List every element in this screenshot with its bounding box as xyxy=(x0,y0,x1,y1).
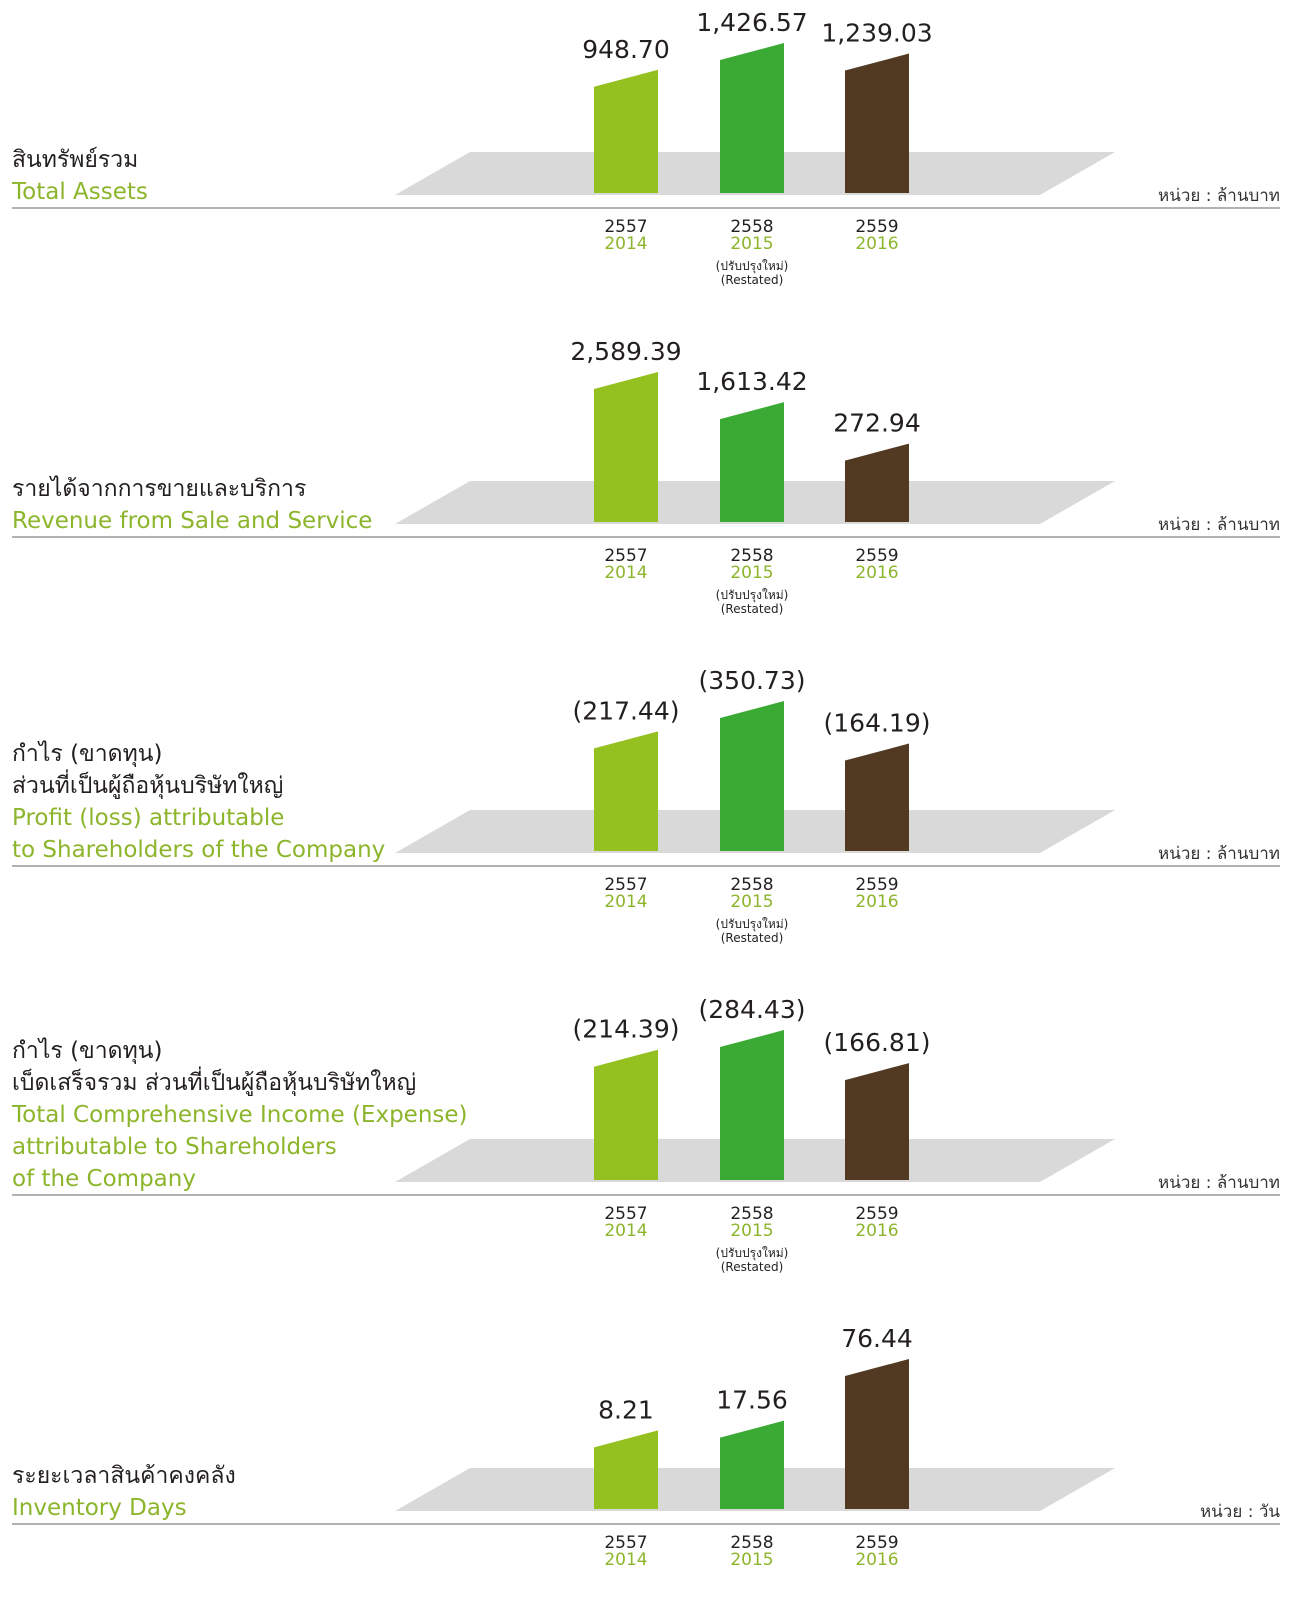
year-label-en: 2016 xyxy=(855,1221,898,1241)
year-label: 2559 xyxy=(855,546,898,566)
subtitle-line: Profit (loss) attributable xyxy=(12,805,284,831)
chart: หน่วย : ล้านบาท สินทรัพย์รวม Total Assets 9… xyxy=(11,8,1280,287)
bar xyxy=(845,53,909,194)
value-label: (214.39) xyxy=(573,1015,680,1044)
value-label: (164.19) xyxy=(824,709,931,738)
year-label: 2558 xyxy=(730,1533,773,1553)
chart: หน่วย : ล้านบาท รายได้จากการขายและบริการ R… xyxy=(12,337,1280,616)
year-label: 2557 xyxy=(604,1204,647,1224)
year-note: (ปรับปรุงใหม่) xyxy=(716,588,789,603)
year-label-en: 2014 xyxy=(604,234,647,254)
chart: หน่วย : ล้านบาท กำไร (ขาดทุน)เบ็ดเสร็จรวม… xyxy=(11,995,1280,1274)
title-line: กำไร (ขาดทุน) xyxy=(12,1037,162,1064)
subtitle-line: of the Company xyxy=(12,1166,196,1192)
year-label-en: 2015 xyxy=(730,234,773,254)
unit-label: หน่วย : ล้านบาท xyxy=(1158,1173,1280,1193)
value-label: 76.44 xyxy=(841,1324,913,1353)
year-label: 2559 xyxy=(855,217,898,237)
year-label-en: 2014 xyxy=(604,1550,647,1570)
chart: หน่วย : ล้านบาท กำไร (ขาดทุน)ส่วนที่เป็นผ… xyxy=(12,666,1280,945)
bar xyxy=(594,731,658,851)
value-label: (166.81) xyxy=(824,1028,931,1057)
value-label: 8.21 xyxy=(598,1395,654,1424)
subtitle-line: Revenue from Sale and Service xyxy=(12,508,372,534)
year-label: 2558 xyxy=(730,875,773,895)
title-line: ส่วนที่เป็นผู้ถือหุ้นบริษัทใหญ่ xyxy=(12,769,283,799)
year-note: (ปรับปรุงใหม่) xyxy=(716,1246,789,1261)
year-note: (Restated) xyxy=(721,602,784,616)
chart: หน่วย : วัน ระยะเวลาสินค้าคงคลัง Inventory… xyxy=(12,1324,1280,1570)
subtitle-line: to Shareholders of the Company xyxy=(12,837,385,863)
title-line: กำไร (ขาดทุน) xyxy=(12,740,162,767)
year-label: 2558 xyxy=(730,546,773,566)
unit-label: หน่วย : วัน xyxy=(1200,1502,1280,1522)
year-label-en: 2015 xyxy=(730,563,773,583)
year-label: 2558 xyxy=(730,217,773,237)
bar xyxy=(845,1063,909,1180)
bar xyxy=(720,1420,784,1509)
year-note: (Restated) xyxy=(721,1260,784,1274)
year-note: (ปรับปรุงใหม่) xyxy=(716,259,789,274)
year-label-en: 2014 xyxy=(604,892,647,912)
year-label: 2558 xyxy=(730,1204,773,1224)
year-label: 2557 xyxy=(604,875,647,895)
value-label: 1,613.42 xyxy=(696,367,807,396)
bar xyxy=(845,743,909,851)
bar xyxy=(594,1049,658,1180)
year-label-en: 2016 xyxy=(855,234,898,254)
value-label: (350.73) xyxy=(699,666,806,695)
value-label: 2,589.39 xyxy=(570,337,681,366)
year-note: (Restated) xyxy=(721,273,784,287)
year-label: 2557 xyxy=(604,546,647,566)
year-label: 2559 xyxy=(855,1533,898,1553)
bar xyxy=(594,1430,658,1509)
subtitle-line: Total Comprehensive Income (Expense) xyxy=(11,1102,468,1128)
bar xyxy=(720,1030,784,1180)
subtitle-line: Total Assets xyxy=(11,179,148,205)
year-label: 2557 xyxy=(604,1533,647,1553)
year-label-en: 2016 xyxy=(855,563,898,583)
year-note: (Restated) xyxy=(721,931,784,945)
value-label: (284.43) xyxy=(699,995,806,1024)
title-line: สินทรัพย์รวม xyxy=(12,146,138,173)
year-label-en: 2014 xyxy=(604,1221,647,1241)
year-label-en: 2015 xyxy=(730,1221,773,1241)
bar xyxy=(720,402,784,522)
year-label: 2559 xyxy=(855,875,898,895)
year-label-en: 2016 xyxy=(855,1550,898,1570)
value-label: 272.94 xyxy=(833,409,920,438)
value-label: 17.56 xyxy=(716,1386,788,1415)
bar xyxy=(720,43,784,193)
value-label: 1,426.57 xyxy=(696,8,807,37)
unit-label: หน่วย : ล้านบาท xyxy=(1158,186,1280,206)
title-line: ระยะเวลาสินค้าคงคลัง xyxy=(12,1463,236,1489)
bar xyxy=(720,701,784,851)
value-label: 948.70 xyxy=(582,35,669,64)
year-label-en: 2015 xyxy=(730,892,773,912)
subtitle-line: attributable to Shareholders xyxy=(12,1134,337,1160)
year-label-en: 2016 xyxy=(855,892,898,912)
value-label: 1,239.03 xyxy=(821,19,932,48)
title-line: เบ็ดเสร็จรวม ส่วนที่เป็นผู้ถือหุ้นบริษัท… xyxy=(12,1066,416,1096)
bar xyxy=(594,372,658,522)
unit-label: หน่วย : ล้านบาท xyxy=(1158,515,1280,535)
title-line: รายได้จากการขายและบริการ xyxy=(12,475,306,502)
year-label-en: 2015 xyxy=(730,1550,773,1570)
year-note: (ปรับปรุงใหม่) xyxy=(716,917,789,932)
unit-label: หน่วย : ล้านบาท xyxy=(1158,844,1280,864)
bar xyxy=(594,69,658,193)
value-label: (217.44) xyxy=(573,696,680,725)
year-label: 2559 xyxy=(855,1204,898,1224)
year-label: 2557 xyxy=(604,217,647,237)
subtitle-line: Inventory Days xyxy=(12,1495,187,1521)
bar xyxy=(845,443,909,522)
bar xyxy=(845,1359,909,1509)
year-label-en: 2014 xyxy=(604,563,647,583)
